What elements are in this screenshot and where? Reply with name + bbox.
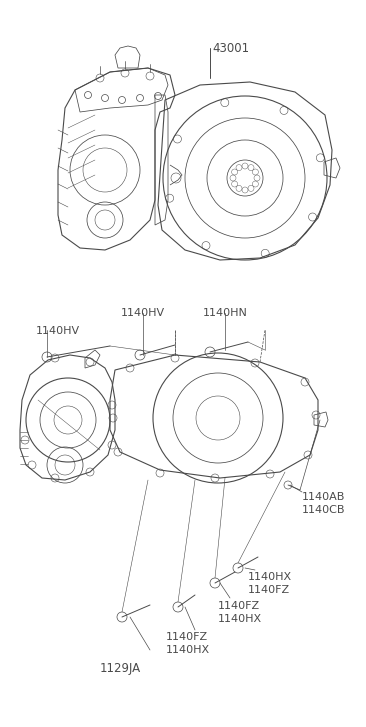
Text: 1140HX: 1140HX	[166, 645, 210, 655]
Text: 1140HX: 1140HX	[248, 572, 292, 582]
Text: 1140CB: 1140CB	[302, 505, 346, 515]
Text: 1129JA: 1129JA	[100, 662, 141, 675]
Text: 1140HV: 1140HV	[121, 308, 165, 318]
Text: 1140AB: 1140AB	[302, 492, 346, 502]
Text: 1140FZ: 1140FZ	[248, 585, 290, 595]
Text: 1140HN: 1140HN	[202, 308, 247, 318]
Text: 1140FZ: 1140FZ	[166, 632, 208, 642]
Text: 43001: 43001	[212, 42, 249, 55]
Text: 1140FZ: 1140FZ	[218, 601, 260, 611]
Text: 1140HV: 1140HV	[36, 326, 80, 336]
Text: 1140HX: 1140HX	[218, 614, 262, 624]
